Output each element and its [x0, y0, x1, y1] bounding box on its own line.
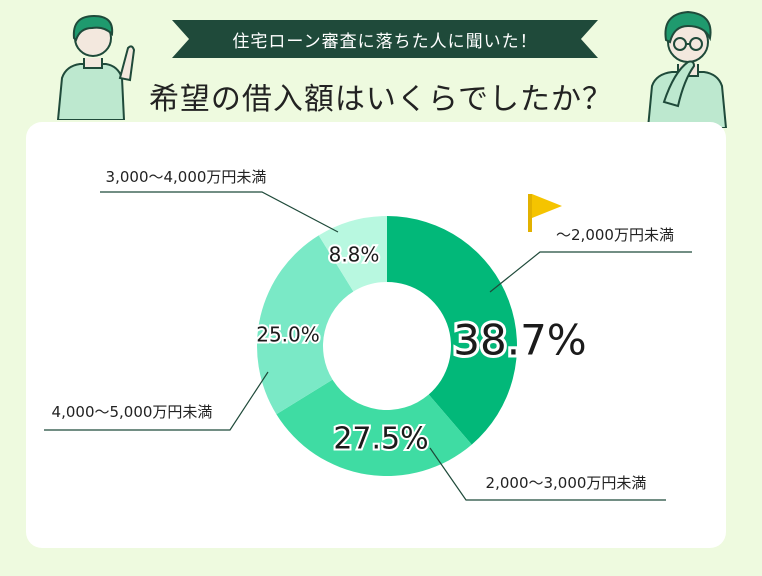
- donut-slice: [318, 216, 387, 292]
- category-label: 〜2,000万円未満: [556, 226, 674, 244]
- person-thinking-icon: [646, 10, 728, 128]
- value-label: 25.0%: [256, 323, 320, 347]
- donut-slice: [257, 235, 354, 415]
- flag-icon: [528, 194, 562, 232]
- value-label: 27.5%: [333, 422, 428, 457]
- page-title: 希望の借入額はいくらでしたか？: [148, 82, 614, 117]
- leader-line: [429, 447, 666, 501]
- banner-text: 住宅ローン審査に落ちた人に聞いた！: [232, 31, 538, 52]
- donut-slice: [387, 216, 517, 445]
- value-label: 38.7%: [453, 316, 586, 365]
- category-label: 4,000〜5,000万円未満: [52, 403, 213, 421]
- value-label: 8.8%: [329, 243, 380, 267]
- survey-banner: 住宅ローン審査に落ちた人に聞いた！: [172, 20, 598, 58]
- leader-line: [100, 191, 339, 233]
- donut-slice: [276, 379, 472, 476]
- category-label: 2,000〜3,000万円未満: [486, 474, 647, 492]
- leader-line: [489, 251, 692, 293]
- leader-line: [44, 371, 269, 431]
- chart-card: [26, 122, 726, 548]
- person-pointing-icon: [56, 14, 136, 120]
- category-label: 3,000〜4,000万円未満: [106, 168, 267, 186]
